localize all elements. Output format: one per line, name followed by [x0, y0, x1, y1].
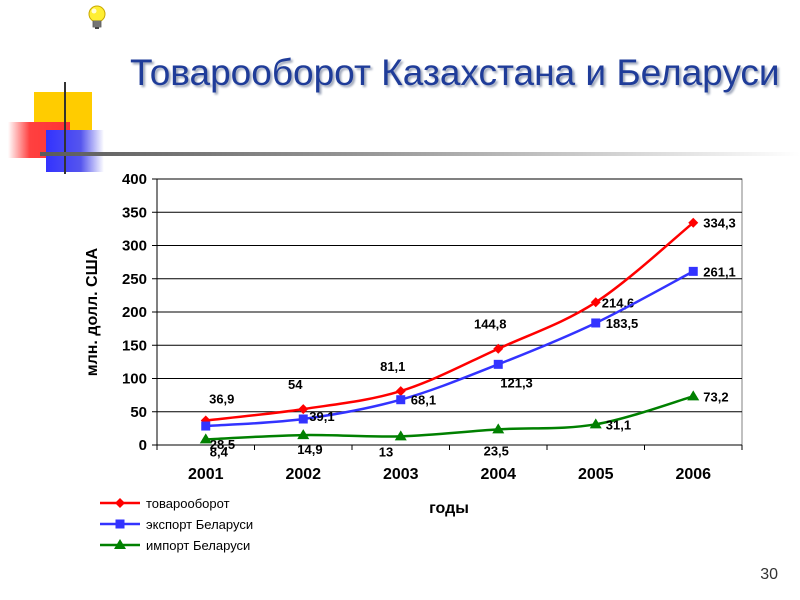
data-label: 28,5 [210, 437, 235, 452]
decor-vertical-line [64, 82, 66, 174]
data-point [493, 343, 504, 354]
data-label: 36,9 [209, 391, 234, 406]
y-tick-label: 300 [122, 238, 147, 255]
data-label: 121,3 [500, 375, 533, 390]
y-tick-label: 350 [122, 204, 147, 221]
data-point [298, 414, 308, 424]
y-tick-label: 150 [122, 337, 147, 354]
y-tick-label: 100 [122, 371, 147, 388]
data-point [687, 390, 700, 401]
x-axis-title: годы [429, 500, 469, 517]
decor-blue-square [46, 130, 104, 172]
x-tick-label: 2003 [383, 466, 419, 483]
y-tick-label: 50 [130, 404, 147, 421]
data-label: 68,1 [411, 393, 436, 408]
data-label: 8,4 [210, 444, 229, 459]
legend-label: экспорт Беларуси [146, 517, 253, 532]
slide-title: Товарооборот Казахстана и Беларуси [130, 52, 780, 93]
data-label: 13 [379, 444, 393, 459]
x-tick-label: 2002 [285, 466, 321, 483]
legend-label: импорт Беларуси [146, 538, 250, 553]
legend-marker [115, 498, 125, 508]
data-label: 183,5 [606, 316, 639, 331]
data-point [591, 318, 601, 328]
data-point [297, 429, 310, 440]
data-label: 73,2 [703, 389, 728, 404]
data-point [493, 359, 503, 369]
data-point [590, 297, 601, 308]
y-tick-label: 400 [122, 171, 147, 188]
data-label: 261,1 [703, 264, 736, 279]
legend-label: товарооборот [146, 496, 230, 511]
y-tick-label: 0 [139, 437, 147, 454]
data-label: 54 [288, 377, 303, 392]
data-point [688, 217, 699, 228]
y-tick-label: 200 [122, 304, 147, 321]
x-tick-label: 2001 [188, 466, 224, 483]
data-label: 23,5 [484, 443, 509, 458]
data-label: 39,1 [309, 409, 334, 424]
data-point [492, 423, 505, 434]
data-point [298, 404, 309, 415]
data-label: 31,1 [606, 417, 631, 432]
data-point [395, 386, 406, 397]
y-tick-label: 250 [122, 271, 147, 288]
x-tick-label: 2005 [578, 466, 614, 483]
data-label: 14,9 [297, 442, 322, 457]
data-point [396, 395, 406, 405]
data-point [394, 430, 407, 441]
page-number: 30 [760, 566, 778, 583]
data-label: 81,1 [380, 359, 405, 374]
legend-marker [115, 519, 125, 529]
y-axis-title: млн. долл. США [84, 247, 101, 376]
data-label: 334,3 [703, 216, 736, 231]
data-point [199, 433, 212, 444]
series-line-2 [205, 270, 694, 428]
data-point [589, 418, 602, 429]
data-label: 214,6 [602, 295, 635, 310]
lightbulb-icon [88, 5, 106, 29]
legend-marker [114, 539, 126, 549]
x-tick-label: 2004 [480, 466, 516, 483]
series-line-3 [205, 395, 694, 441]
data-point [688, 266, 698, 276]
x-tick-label: 2006 [675, 466, 711, 483]
data-label: 144,8 [474, 317, 507, 332]
data-point [201, 421, 211, 431]
title-divider [40, 152, 800, 156]
